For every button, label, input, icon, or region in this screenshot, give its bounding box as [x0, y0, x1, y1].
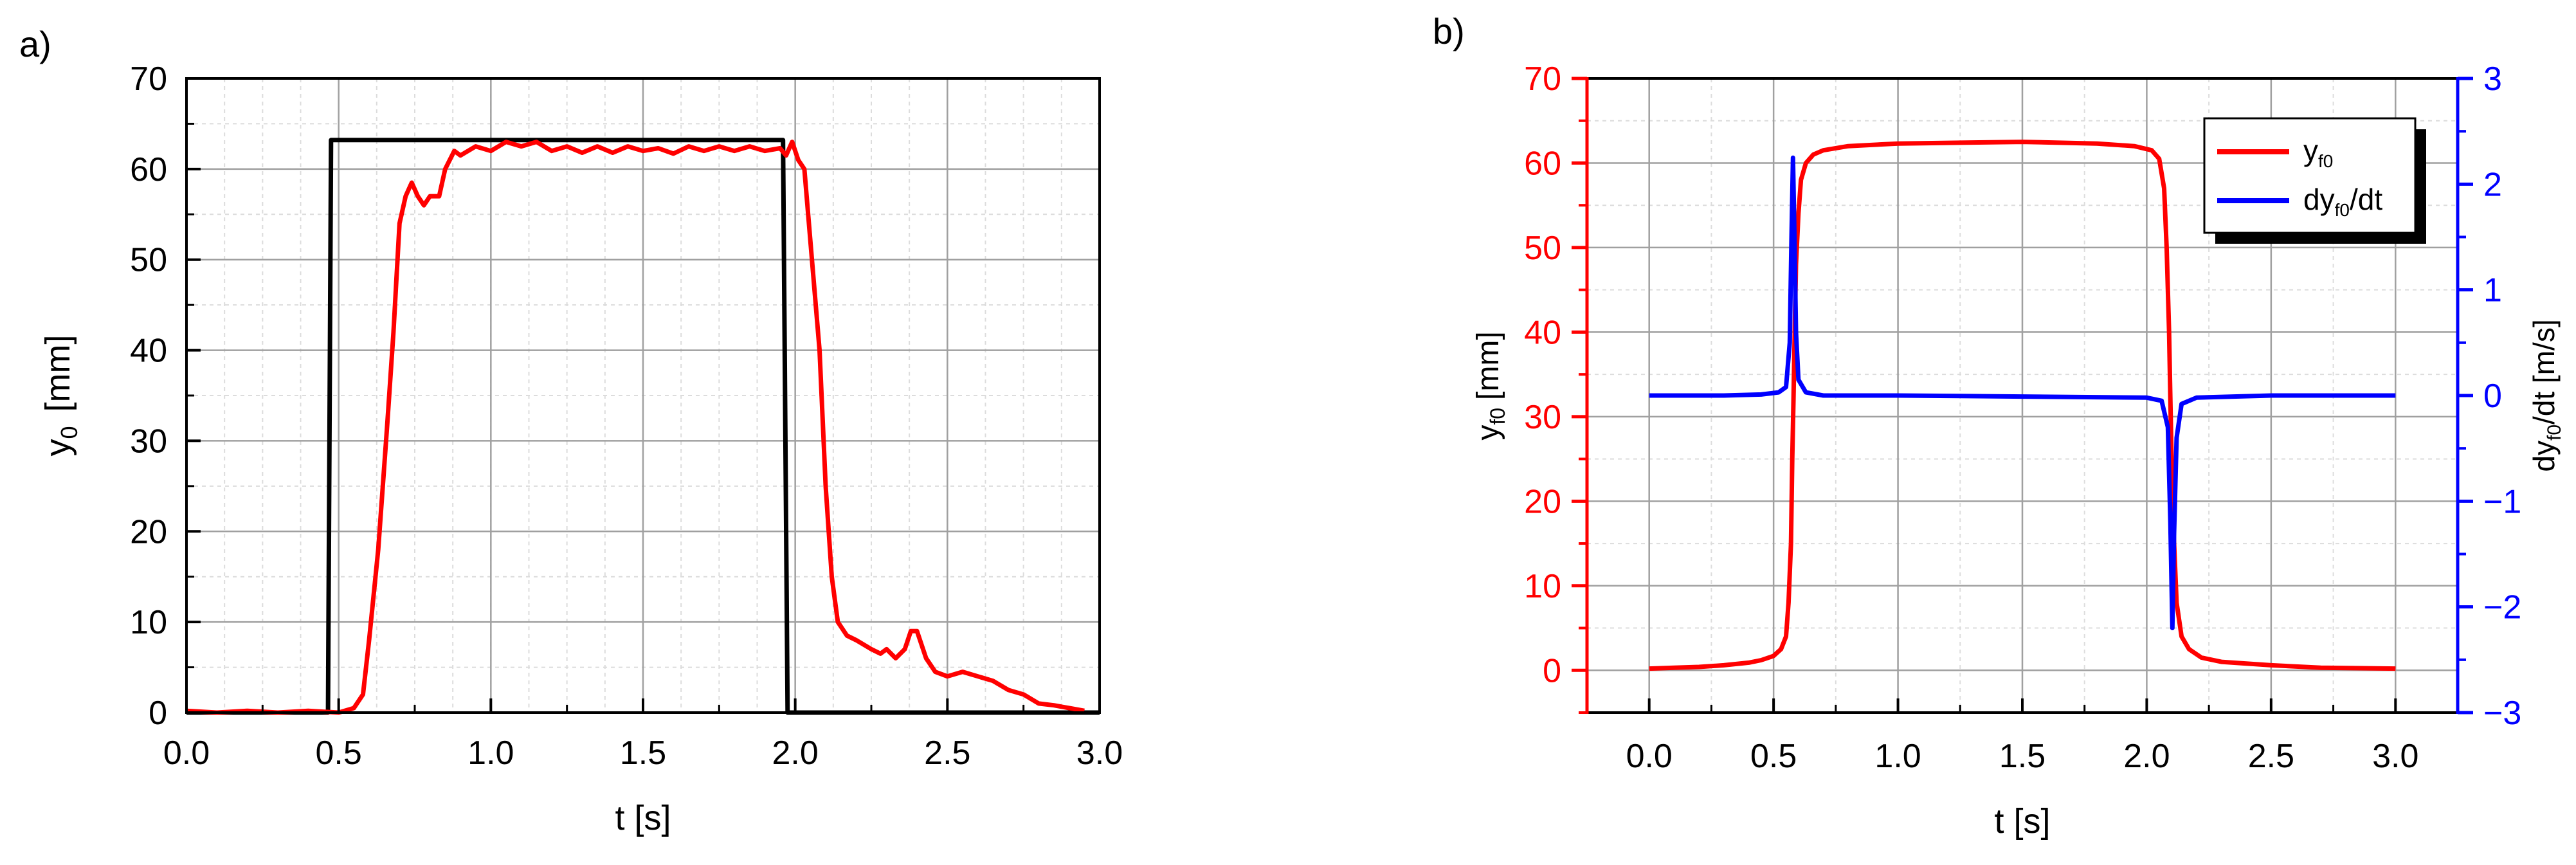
series-measured-y0: [186, 140, 1085, 715]
x-tick-label: 1.5: [1999, 738, 2045, 775]
left-y-tick-label: 10: [1524, 568, 1561, 605]
x-tick-label: 1.0: [1874, 738, 1921, 775]
y-tick-label: 40: [130, 332, 167, 370]
panel-a: a) 0.0 0.5 1.0 1.5 2.0 2.5 3.0 0 10 20 30 40 50 60 70…: [19, 24, 1123, 837]
left-y-tick-label: 40: [1524, 314, 1561, 351]
panel-a-y-axis-unit: [mm]: [39, 334, 77, 412]
x-tick-label: 2.0: [2123, 738, 2170, 775]
left-y-tick-label: 70: [1524, 60, 1561, 98]
panel-b: b) 0.0 0.5 1.0 1.5 2.0 2.5 3.0 010203040506070…: [1433, 11, 2565, 841]
legend-dyf0dt-suffix: /dt: [2350, 183, 2382, 216]
panel-a-y-tick-labels: 0 10 20 30 40 50 60 70: [130, 60, 167, 732]
series-yf0: [1649, 140, 2396, 671]
right-y-tick-label: 2: [2483, 166, 2502, 203]
panel-b-ticks: [1572, 77, 2473, 715]
panel-b-left-tick-labels: 0 10 20 30 40 50 60 70: [1524, 60, 1561, 689]
panel-b-x-tick-labels: 0.0 0.5 1.0 1.5 2.0 2.5 3.0: [1626, 738, 2419, 775]
x-tick-label: 2.0: [772, 734, 819, 772]
legend-label-dyf0dt: dyf0/dt: [2303, 183, 2382, 220]
y-tick-label: 20: [130, 513, 167, 551]
panel-b-right-axis-title: dyf0/dt [m/s]: [2527, 319, 2565, 471]
panel-a-x-tick-labels: 0.0 0.5 1.0 1.5 2.0 2.5 3.0: [163, 734, 1123, 772]
panel-b-right-axis-unit: /dt [m/s]: [2527, 319, 2561, 424]
x-tick-label: 2.5: [2248, 738, 2294, 775]
x-tick-label: 0.5: [1750, 738, 1797, 775]
left-y-tick-label: 30: [1524, 399, 1561, 436]
panel-b-left-axis-title: yf0 [mm]: [1471, 331, 1509, 440]
y-tick-label: 30: [130, 423, 167, 460]
legend-box: [2203, 117, 2417, 234]
panel-b-right-tick-labels: −3 −2 −1 0 1 2 3: [2483, 60, 2521, 732]
panel-b-right-axis-symbol: dy: [2527, 441, 2561, 472]
panel-a-x-axis-title: t [s]: [615, 799, 671, 837]
panel-a-grid: [185, 77, 1101, 714]
legend-dyf0dt-subscript: f0: [2335, 200, 2350, 220]
x-tick-label: 1.0: [467, 734, 514, 772]
panel-b-data: [1649, 140, 2396, 671]
x-tick-label: 0.5: [316, 734, 362, 772]
right-y-tick-label: −1: [2483, 483, 2521, 520]
panel-b-right-axis-subscript: f0: [2544, 424, 2565, 441]
y-tick-label: 70: [130, 60, 167, 98]
left-y-tick-label: 0: [1543, 652, 1561, 689]
panel-b-label: b): [1433, 11, 1465, 51]
legend-yf0-subscript: f0: [2318, 151, 2333, 171]
x-tick-label: 3.0: [1076, 734, 1123, 772]
legend-yf0-symbol: y: [2303, 134, 2318, 167]
left-y-tick-label: 60: [1524, 145, 1561, 182]
x-tick-label: 3.0: [2372, 738, 2418, 775]
right-y-tick-label: −3: [2483, 695, 2521, 732]
panel-b-x-axis-title: t [s]: [1994, 802, 2050, 841]
y-tick-label: 0: [149, 695, 167, 732]
y-tick-label: 50: [130, 242, 167, 279]
legend-dyf0dt-symbol: dy: [2303, 183, 2335, 216]
right-y-tick-label: 0: [2483, 378, 2502, 415]
x-tick-label: 0.0: [163, 734, 210, 772]
left-y-tick-label: 20: [1524, 483, 1561, 520]
y-tick-label: 60: [130, 151, 167, 188]
series-dyf0-dt: [1649, 155, 2396, 630]
panel-a-y-axis-title: y0 [mm]: [39, 334, 82, 456]
panel-b-legend: yf0 dyf0/dt: [2203, 117, 2426, 244]
panel-b-left-axis-symbol: y: [1471, 425, 1505, 441]
panel-a-y-axis-subscript: 0: [56, 426, 82, 439]
x-tick-label: 2.5: [924, 734, 970, 772]
panel-a-ticks: [185, 77, 1101, 714]
x-tick-label: 0.0: [1626, 738, 1673, 775]
y-tick-label: 10: [130, 604, 167, 641]
panel-a-y-axis-symbol: y: [39, 439, 77, 457]
right-y-tick-label: 1: [2483, 272, 2502, 309]
panel-b-left-axis-subscript: f0: [1486, 408, 1509, 425]
right-y-tick-label: −2: [2483, 589, 2521, 626]
legend-label-yf0: yf0: [2303, 134, 2333, 171]
x-tick-label: 1.5: [620, 734, 666, 772]
left-y-tick-label: 50: [1524, 230, 1561, 267]
panel-b-left-axis-unit: [mm]: [1471, 331, 1505, 400]
panel-a-label: a): [19, 24, 51, 64]
right-y-tick-label: 3: [2483, 60, 2502, 98]
